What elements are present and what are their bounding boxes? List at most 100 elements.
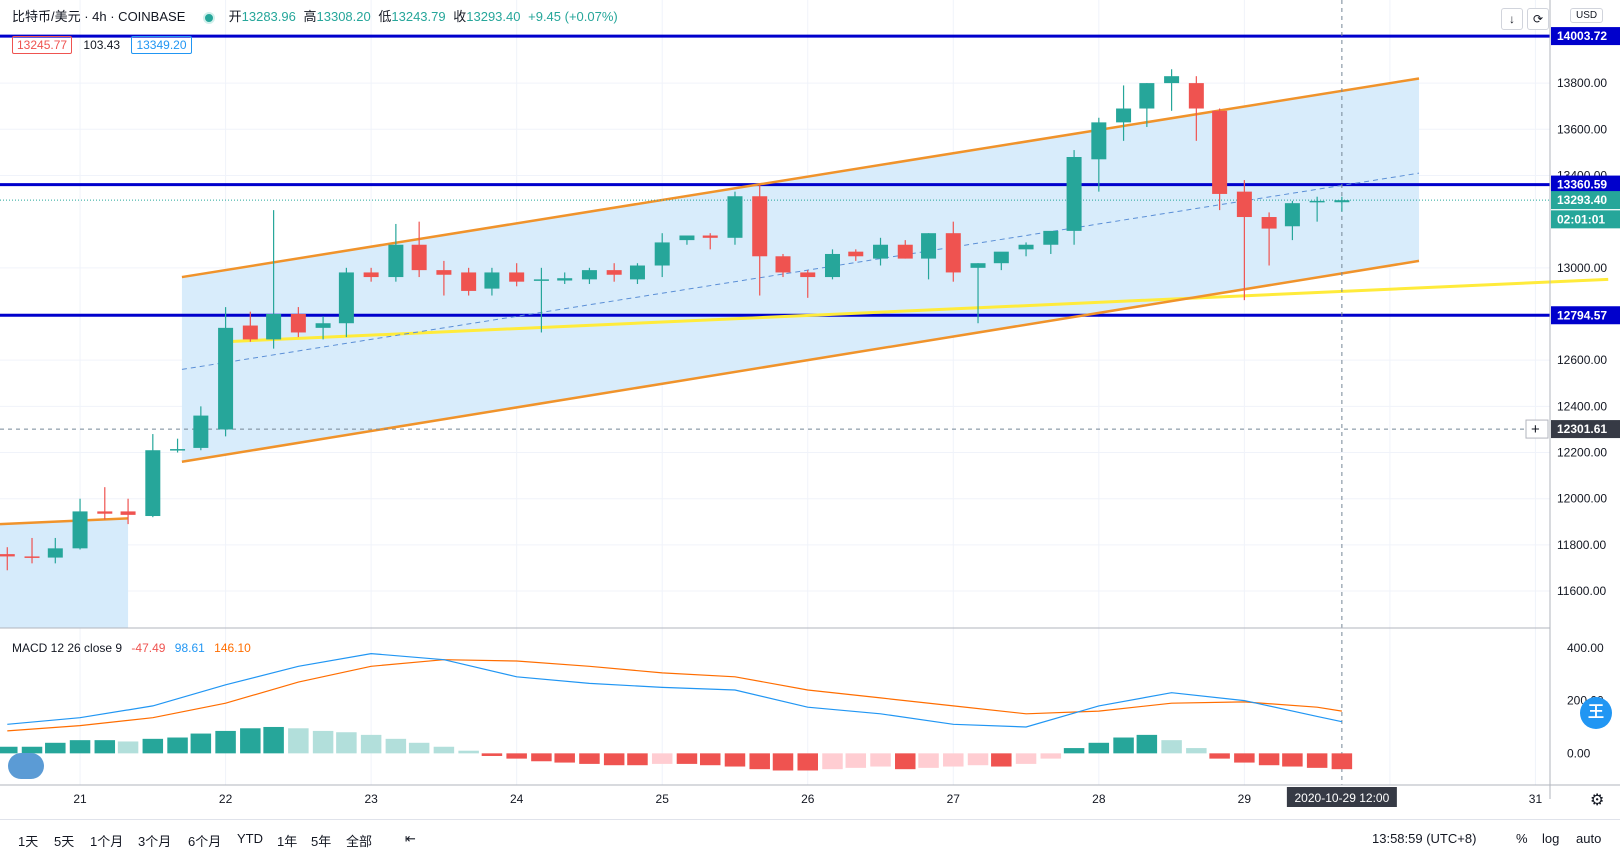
- macd-hist-bar: [772, 753, 794, 771]
- candle-body: [702, 235, 718, 238]
- candle-body: [1188, 83, 1204, 109]
- macd-hist-bar: [117, 741, 139, 754]
- time-tick-label: 23: [364, 792, 378, 806]
- market-status-icon: [203, 11, 215, 24]
- macd-hist-bar: [1186, 748, 1207, 754]
- macd-tick-label: 400.00: [1567, 641, 1604, 655]
- quote-row: 13245.77 103.43 13349.20: [12, 36, 192, 54]
- macd-hist-value: -47.49: [131, 641, 166, 655]
- close-value: 13293.40: [466, 9, 521, 24]
- range-6m[interactable]: 6个月: [188, 834, 222, 849]
- price-tick-label: 13000.00: [1557, 261, 1607, 275]
- macd-hist-bar: [822, 753, 843, 770]
- price-tick-label: 13600.00: [1557, 122, 1607, 136]
- ask-price[interactable]: 13349.20: [131, 36, 192, 54]
- range-1y[interactable]: 1年: [277, 834, 298, 849]
- open-label: 开: [228, 9, 242, 24]
- macd-title[interactable]: MACD 12 26 close 9: [12, 641, 123, 655]
- range-5y[interactable]: 5年: [311, 834, 332, 849]
- time-tick-label: 27: [947, 792, 961, 806]
- clock-timezone[interactable]: 13:58:59 (UTC+8): [1372, 831, 1477, 846]
- candle-body: [1236, 191, 1252, 218]
- macd-line: [7, 652, 1343, 728]
- price-label-text: 12794.57: [1557, 308, 1607, 322]
- macd-hist-bar: [0, 746, 18, 754]
- time-tick-label: 22: [219, 792, 233, 806]
- macd-hist-bar: [1209, 753, 1230, 759]
- range-1m[interactable]: 1个月: [90, 834, 124, 849]
- macd-hist-bar: [797, 753, 818, 771]
- percent-toggle[interactable]: %: [1516, 831, 1528, 846]
- price-label-text: 14003.72: [1557, 29, 1607, 43]
- crosshair-plus-icon: +: [1531, 421, 1540, 438]
- macd-hist-bar: [991, 753, 1012, 767]
- candle-body: [873, 244, 889, 259]
- candle-body: [679, 235, 695, 241]
- candle-body: [388, 244, 404, 278]
- macd-hist-bar: [21, 746, 43, 754]
- download-icon[interactable]: ↓: [1501, 8, 1523, 30]
- refresh-icon[interactable]: ⟳: [1527, 8, 1549, 30]
- candle-body: [218, 327, 234, 430]
- open-value: 13283.96: [241, 9, 296, 24]
- macd-hist-bar: [1258, 753, 1280, 766]
- macd-signal-line: [7, 659, 1342, 732]
- macd-hist-bar: [167, 737, 188, 754]
- macd-hist-bar: [699, 753, 721, 766]
- goto-date-icon[interactable]: ⇤: [405, 831, 416, 846]
- range-5d[interactable]: 5天: [54, 834, 75, 849]
- range-1d[interactable]: 1天: [18, 834, 39, 849]
- cloud-icon[interactable]: [8, 753, 44, 779]
- auto-toggle[interactable]: auto: [1576, 831, 1602, 846]
- candle-body: [897, 244, 913, 259]
- high-value: 13308.20: [316, 9, 371, 24]
- chart-canvas[interactable]: 13800.0013600.0013400.0013000.0012800.00…: [0, 0, 1620, 819]
- channel-fill: [181, 78, 1420, 462]
- currency-badge[interactable]: USD: [1570, 8, 1604, 23]
- candle-body: [97, 511, 113, 514]
- candle-body: [945, 233, 961, 273]
- price-tick-label: 12000.00: [1557, 492, 1607, 506]
- macd-hist-bar: [870, 753, 891, 767]
- macd-hist-bar: [1113, 737, 1134, 754]
- range-3m[interactable]: 3个月: [138, 834, 172, 849]
- crosshair-time-box: [1286, 787, 1397, 807]
- candle-body: [629, 265, 645, 280]
- macd-hist-bar: [579, 753, 600, 764]
- candle-body: [800, 272, 816, 278]
- candle-body: [752, 196, 768, 257]
- symbol-title[interactable]: 比特币/美元 · 4h · COINBASE: [12, 9, 186, 24]
- macd-header: MACD 12 26 close 9 -47.49 98.61 146.10: [12, 641, 251, 655]
- candle-body: [484, 272, 500, 289]
- price-label-box: [1551, 191, 1620, 210]
- macd-hist-bar: [94, 740, 116, 754]
- macd-hist-bar: [676, 753, 698, 764]
- log-toggle[interactable]: log: [1542, 831, 1560, 846]
- macd-hist-bar: [142, 738, 164, 754]
- price-label-box: [1551, 210, 1620, 229]
- candle-body: [1116, 108, 1132, 123]
- price-label-box: [1551, 175, 1620, 194]
- bid-price[interactable]: 13245.77: [12, 36, 73, 54]
- assistant-icon[interactable]: 王: [1580, 697, 1612, 729]
- candle-body: [1164, 76, 1180, 84]
- candle-body: [266, 314, 282, 340]
- candle-body: [993, 251, 1009, 264]
- range-ytd[interactable]: YTD: [237, 831, 263, 846]
- candle-body: [193, 415, 209, 448]
- bottom-toolbar: 1天 5天 1个月 3个月 6个月 YTD 1年 5年 全部 ⇤ 13:58:5…: [0, 819, 1620, 860]
- price-tick-label: 12200.00: [1557, 446, 1607, 460]
- price-label-box: [1551, 420, 1620, 439]
- low-label: 低: [378, 9, 392, 24]
- candle-body: [606, 270, 622, 275]
- candle-body: [727, 196, 743, 238]
- macd-signal-value: 146.10: [214, 641, 251, 655]
- time-tick-label: 25: [656, 792, 670, 806]
- macd-hist-bar: [190, 733, 212, 754]
- time-tick-label: 24: [510, 792, 524, 806]
- range-all[interactable]: 全部: [346, 834, 373, 849]
- close-label: 收: [453, 9, 467, 24]
- candle-body: [581, 270, 597, 280]
- channel-mid-line: [181, 172, 1420, 370]
- candle-body: [338, 272, 354, 324]
